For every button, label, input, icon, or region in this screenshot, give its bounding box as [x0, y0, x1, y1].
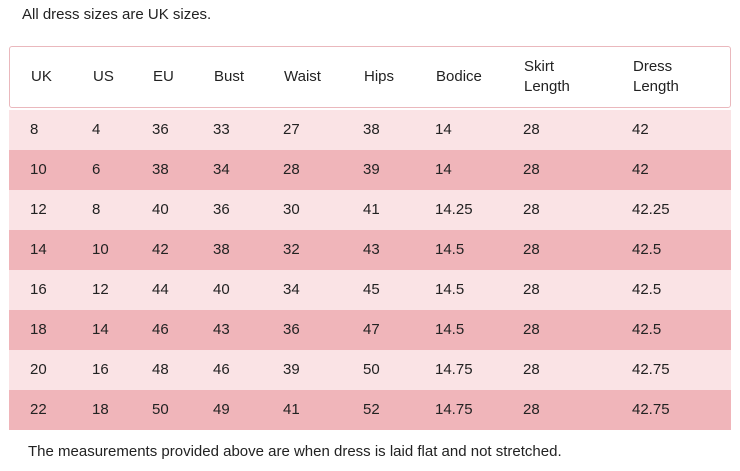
table-cell: 48: [152, 361, 169, 378]
table-cell: 14.75: [435, 361, 473, 378]
table-cell: 14.5: [435, 321, 465, 338]
table-row: 12 8 40 36 30 41 14.25 28 42.25: [9, 190, 731, 230]
table-cell: 18: [30, 321, 47, 338]
table-cell: 40: [213, 281, 230, 298]
table-cell: 16: [30, 281, 47, 298]
table-cell: 14.75: [435, 401, 473, 418]
table-cell: 14: [435, 121, 452, 138]
table-cell: 43: [213, 321, 230, 338]
table-cell: 28: [523, 321, 540, 338]
table-cell: 34: [213, 161, 230, 178]
table-cell: 6: [92, 161, 101, 178]
table-cell: 49: [213, 401, 230, 418]
table-cell: 47: [363, 321, 380, 338]
table-cell: 14.25: [435, 201, 473, 218]
table-cell: 41: [363, 201, 380, 218]
header-cell: US: [93, 68, 114, 85]
table-cell: 20: [30, 361, 47, 378]
table-cell: 16: [92, 361, 109, 378]
table-cell: 40: [152, 201, 169, 218]
table-cell: 28: [523, 241, 540, 258]
table-cell: 10: [30, 161, 47, 178]
table-row: 10 6 38 34 28 39 14 28 42: [9, 150, 731, 190]
table-cell: 28: [523, 401, 540, 418]
table-cell: 42.5: [632, 281, 662, 298]
table-row: 8 4 36 33 27 38 14 28 42: [9, 110, 731, 150]
table-cell: 12: [30, 201, 47, 218]
header-cell: Skirt Length: [524, 58, 570, 95]
table-cell: 42.75: [632, 361, 670, 378]
table-cell: 28: [523, 121, 540, 138]
table-cell: 45: [363, 281, 380, 298]
table-cell: 42.5: [632, 321, 662, 338]
note: All dress sizes are UK sizes.: [22, 6, 212, 23]
footer: The measurements provided above are when…: [28, 443, 562, 460]
table-cell: 28: [523, 281, 540, 298]
table-cell: 43: [363, 241, 380, 258]
table-cell: 10: [92, 241, 109, 258]
table-cell: 22: [30, 401, 47, 418]
table-cell: 14: [30, 241, 47, 258]
table-cell: 32: [283, 241, 300, 258]
table-cell: 27: [283, 121, 300, 138]
table-cell: 28: [523, 161, 540, 178]
table-cell: 14.5: [435, 281, 465, 298]
table-cell: 36: [283, 321, 300, 338]
header-cell: EU: [153, 68, 174, 85]
table-cell: 42: [632, 121, 649, 138]
header-cell: UK: [31, 68, 52, 85]
table-cell: 14: [435, 161, 452, 178]
table-cell: 46: [152, 321, 169, 338]
table-cell: 36: [152, 121, 169, 138]
table-cell: 8: [30, 121, 39, 138]
table-row: 14 10 42 38 32 43 14.5 28 42.5: [9, 230, 731, 270]
table-cell: 18: [92, 401, 109, 418]
table-cell: 33: [213, 121, 230, 138]
table-cell: 30: [283, 201, 300, 218]
table-cell: 4: [92, 121, 101, 138]
table-cell: 14: [92, 321, 109, 338]
table-cell: 12: [92, 281, 109, 298]
table-cell: 42.75: [632, 401, 670, 418]
table-row: 18 14 46 43 36 47 14.5 28 42.5: [9, 310, 731, 350]
table-cell: 42: [632, 161, 649, 178]
table-cell: 39: [283, 361, 300, 378]
table-row: 20 16 48 46 39 50 14.75 28 42.75: [9, 350, 731, 390]
table-cell: 28: [283, 161, 300, 178]
header-cell: Bodice: [436, 68, 482, 85]
table-cell: 14.5: [435, 241, 465, 258]
table-cell: 36: [213, 201, 230, 218]
header-cell: Hips: [364, 68, 395, 85]
table-cell: 28: [523, 201, 540, 218]
table-header: UK US EU Bust Waist Hips Bodice Skirt Length Dre…: [9, 46, 731, 108]
table-cell: 50: [363, 361, 380, 378]
table-row: 16 12 44 40 34 45 14.5 28 42.5: [9, 270, 731, 310]
header-cell: Waist: [284, 68, 321, 85]
table-cell: 39: [363, 161, 380, 178]
table-row: 22 18 50 49 41 52 14.75 28 42.75: [9, 390, 731, 430]
table-cell: 38: [213, 241, 230, 258]
table-cell: 42.25: [632, 201, 670, 218]
table-cell: 46: [213, 361, 230, 378]
table-cell: 42: [152, 241, 169, 258]
table-cell: 41: [283, 401, 300, 418]
table-cell: 44: [152, 281, 169, 298]
table-cell: 8: [92, 201, 101, 218]
table-cell: 52: [363, 401, 380, 418]
table-cell: 38: [152, 161, 169, 178]
table-cell: 50: [152, 401, 169, 418]
header-cell: Dress Length: [633, 58, 679, 95]
table-cell: 38: [363, 121, 380, 138]
table-cell: 34: [283, 281, 300, 298]
table-cell: 28: [523, 361, 540, 378]
table-cell: 42.5: [632, 241, 662, 258]
header-cell: Bust: [214, 68, 245, 85]
